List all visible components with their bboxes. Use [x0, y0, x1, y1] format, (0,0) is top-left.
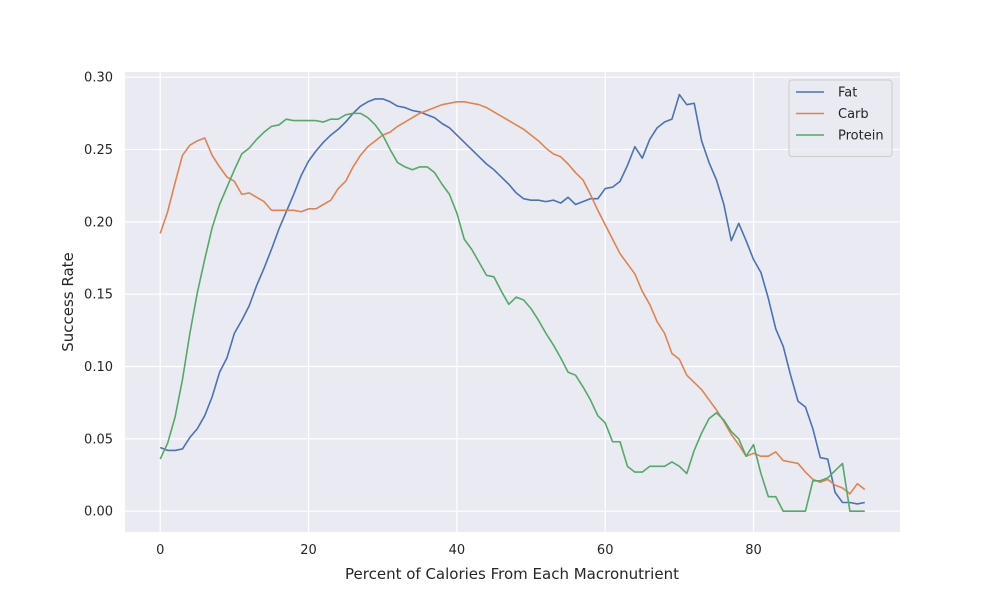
series-lines: [159, 93, 866, 512]
legend-label-protein: Protein: [838, 129, 884, 144]
x-axis-label: Percent of Calories From Each Macronutri…: [345, 565, 679, 583]
grid-lines: [125, 72, 900, 532]
legend-label-carb: Carb: [838, 107, 869, 122]
x-tick-label: 60: [597, 543, 614, 558]
y-tick-label: 0.20: [84, 215, 113, 230]
series-line-fat: [159, 93, 865, 505]
y-tick-label: 0.00: [84, 505, 113, 520]
legend-label-fat: Fat: [838, 86, 857, 101]
y-tick-label: 0.10: [84, 360, 113, 375]
series-line-protein: [159, 112, 865, 512]
y-tick-labels: 0.00 0.05 0.10 0.15 0.20 0.25 0.30: [84, 71, 113, 520]
legend: Fat Carb Protein: [788, 79, 893, 157]
x-tick-label: 40: [449, 543, 466, 558]
x-tick-label: 0: [156, 543, 164, 558]
x-tick-label: 80: [745, 543, 762, 558]
y-tick-label: 0.30: [84, 71, 113, 86]
legend-box: [788, 79, 893, 157]
y-tick-label: 0.15: [84, 288, 113, 303]
y-tick-label: 0.25: [84, 143, 113, 158]
y-tick-label: 0.05: [84, 432, 113, 447]
x-tick-label: 20: [300, 543, 317, 558]
y-axis-label: Success Rate: [59, 252, 77, 352]
plot-area: [125, 72, 900, 532]
x-tick-labels: 0 20 40 60 80: [156, 543, 762, 558]
